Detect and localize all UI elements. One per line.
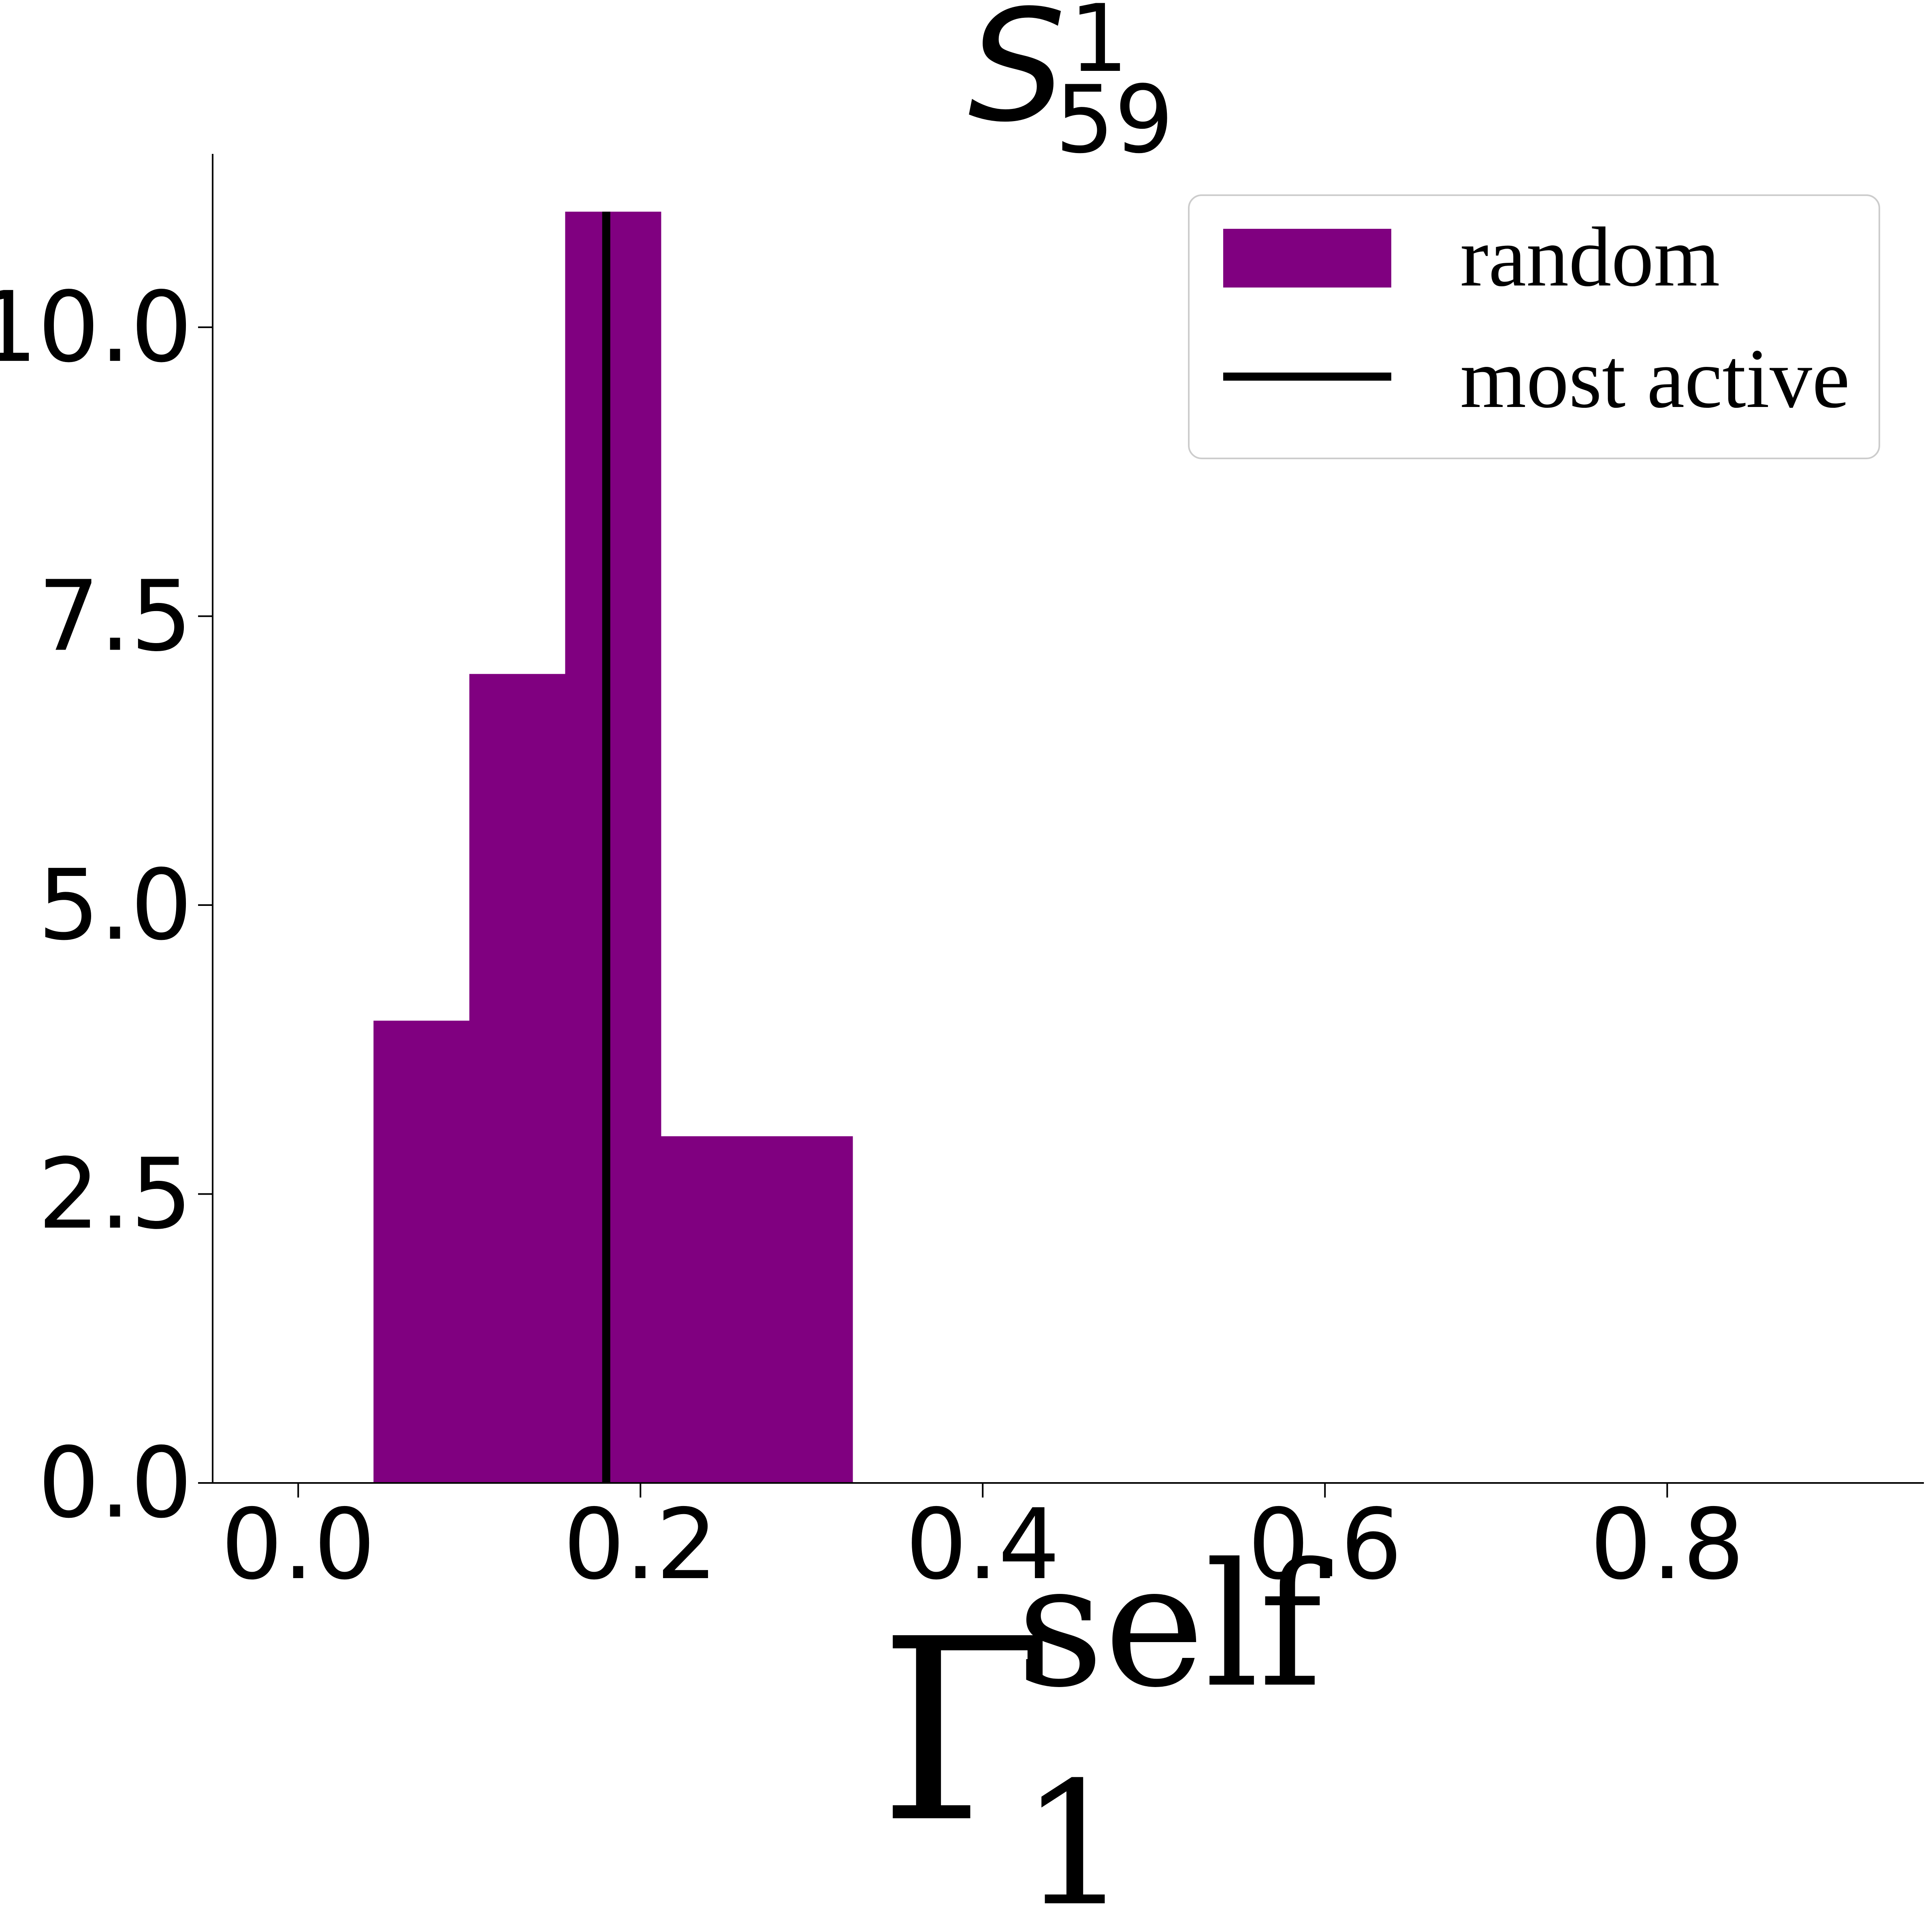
legend-swatch-random	[1223, 229, 1391, 288]
legend: random most active	[1188, 194, 1880, 459]
x-tick-label: 0.6	[1247, 1488, 1402, 1601]
y-tick-label: 7.5	[38, 560, 192, 673]
histogram-bar	[565, 211, 661, 1483]
y-tick-label: 10.0	[0, 271, 192, 384]
histogram-bar	[661, 1136, 757, 1483]
y-ticks: 0.0 2.5 5.0 7.5 10.0	[0, 271, 213, 1540]
histogram-bar	[757, 1136, 853, 1483]
chart-title: S 1 59	[968, 0, 1174, 174]
x-tick-label: 0.0	[221, 1488, 375, 1601]
histogram-bar	[373, 1020, 470, 1483]
legend-label-most-active: most active	[1460, 332, 1850, 426]
x-axis-label-subscript: 1	[1021, 1746, 1129, 1928]
x-tick-label: 0.2	[563, 1488, 718, 1601]
legend-label-random: random	[1460, 210, 1720, 304]
y-tick-label: 0.0	[38, 1426, 192, 1540]
x-axis-label: Γ self 1	[879, 1527, 1333, 1928]
x-axis-label-superscript: self	[1017, 1527, 1333, 1725]
chart-title-subscript: 59	[1055, 66, 1174, 174]
histogram-bar	[469, 674, 565, 1483]
y-tick-label: 5.0	[38, 848, 192, 962]
chart-title-superscript: 1	[1069, 0, 1128, 93]
x-tick-label: 0.4	[905, 1488, 1060, 1601]
histogram-bars	[373, 211, 853, 1483]
x-axis-label-base: Γ	[879, 1586, 1053, 1878]
x-ticks: 0.0 0.2 0.4 0.6 0.8	[221, 1483, 1744, 1601]
axes	[212, 154, 1924, 1484]
chart-title-base: S	[968, 0, 1066, 156]
x-tick-label: 0.8	[1590, 1488, 1744, 1601]
y-tick-label: 2.5	[38, 1138, 192, 1251]
